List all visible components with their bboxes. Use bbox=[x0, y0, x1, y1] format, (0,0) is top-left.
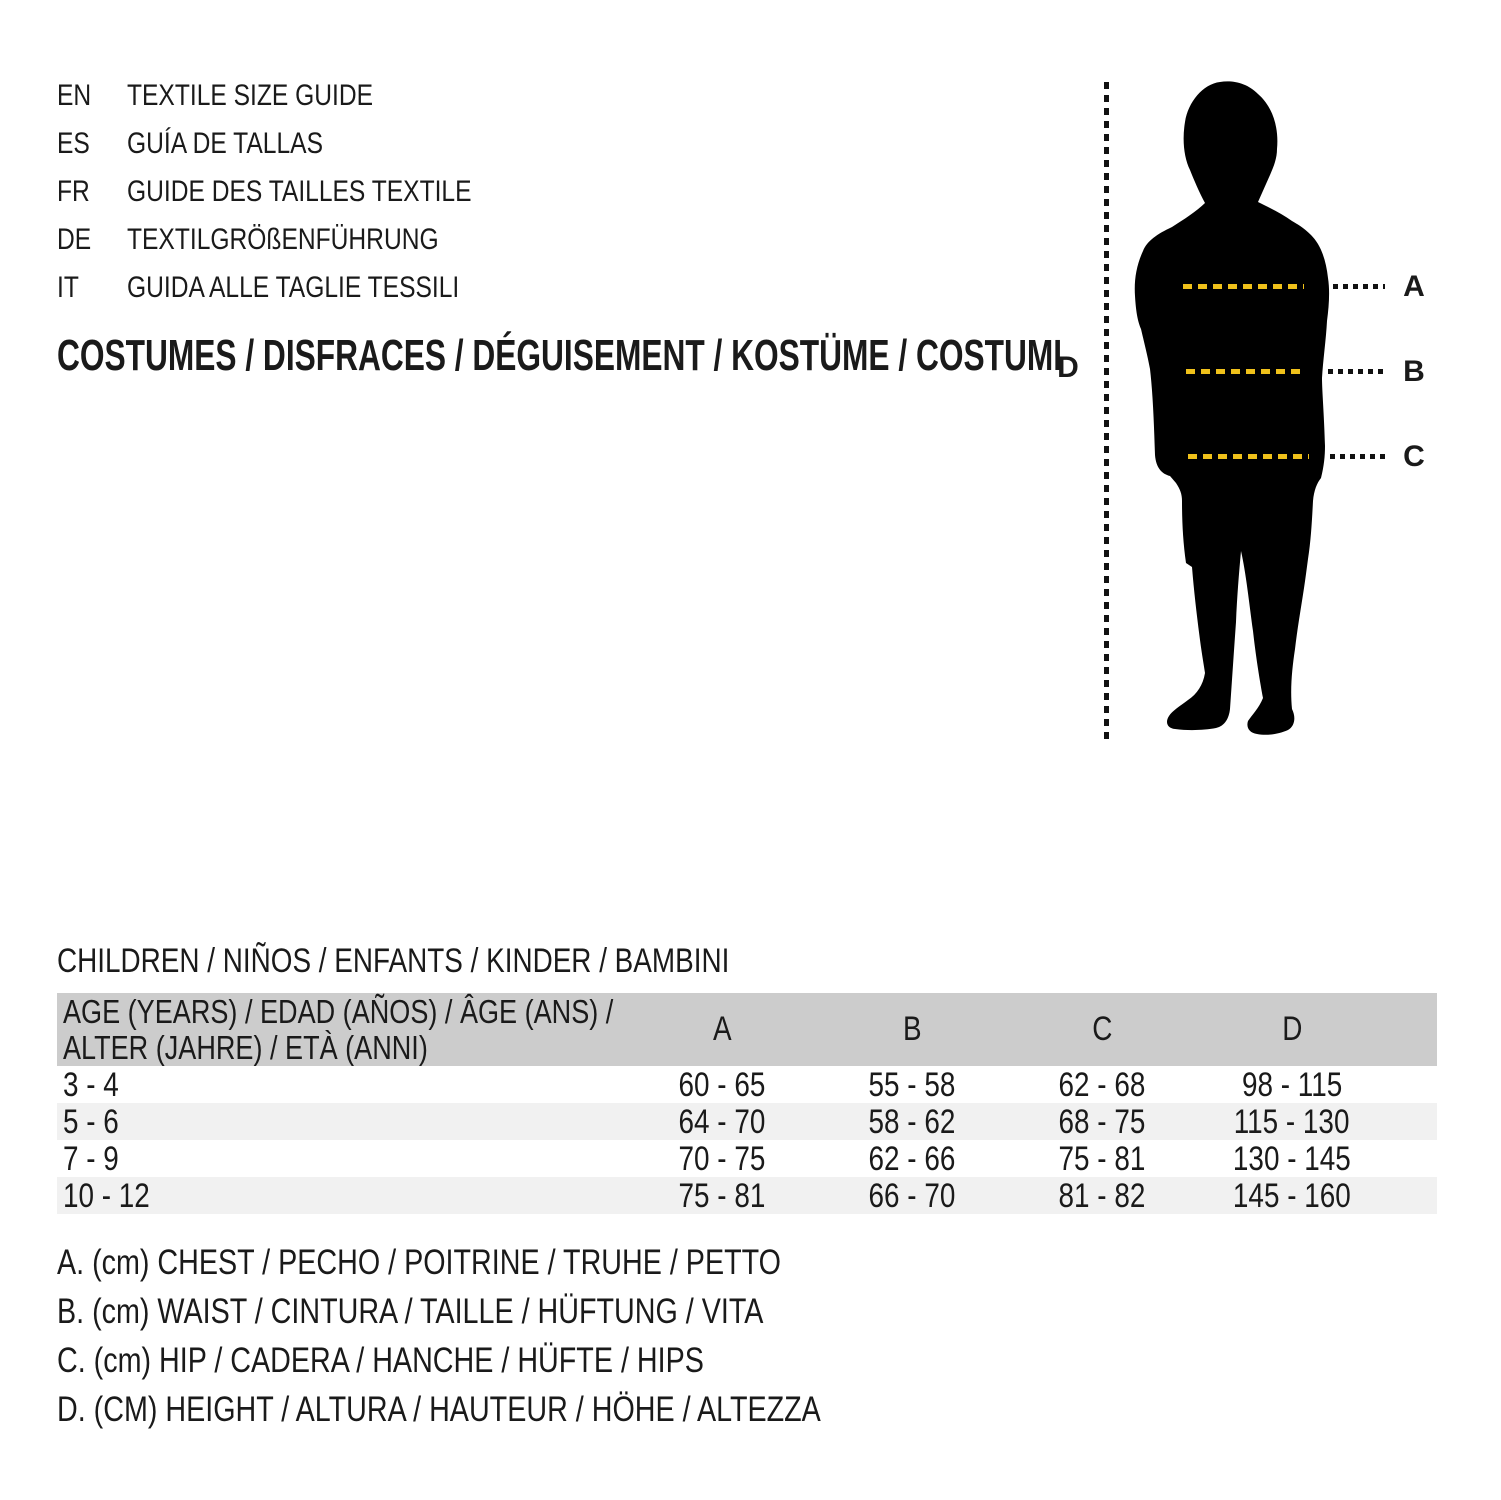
waist-label-b: B bbox=[1403, 355, 1425, 388]
hip-cell: 75 - 81 bbox=[1058, 1140, 1146, 1178]
height-dashed-line bbox=[1104, 82, 1109, 742]
column-header-d: D bbox=[1281, 1010, 1303, 1048]
height-cell: 145 - 160 bbox=[1233, 1177, 1351, 1215]
table-header-row: AGE (YEARS) / EDAD (AÑOS) / ÂGE (ANS) / … bbox=[57, 993, 1437, 1066]
language-list: EN TEXTILE SIZE GUIDE ES GUÍA DE TALLAS FR… bbox=[57, 72, 547, 312]
language-code: FR bbox=[57, 175, 90, 208]
age-cell: 3 - 4 bbox=[63, 1066, 119, 1104]
measurement-legend: A. (cm) CHEST / PECHO / POITRINE / TRUHE… bbox=[57, 1238, 989, 1434]
language-row-de: DE TEXTILGRÖßENFÜHRUNG bbox=[57, 216, 547, 264]
language-row-en: EN TEXTILE SIZE GUIDE bbox=[57, 72, 547, 120]
category-title: COSTUMES / DISFRACES / DÉGUISEMENT / KOS… bbox=[57, 331, 1063, 380]
hip-measure-line bbox=[1188, 454, 1309, 459]
column-header-c: C bbox=[1091, 1010, 1113, 1048]
language-row-fr: FR GUIDE DES TAILLES TEXTILE bbox=[57, 168, 547, 216]
chest-cell: 75 - 81 bbox=[678, 1177, 766, 1215]
hip-connector-line bbox=[1330, 454, 1385, 459]
legend-waist: B. (cm) WAIST / CINTURA / TAILLE / HÜFTU… bbox=[57, 1292, 764, 1331]
language-label: GUIDE DES TAILLES TEXTILE bbox=[127, 175, 472, 208]
legend-hip: C. (cm) HIP / CADERA / HANCHE / HÜFTE / … bbox=[57, 1341, 704, 1380]
height-cell: 115 - 130 bbox=[1234, 1103, 1350, 1141]
waist-connector-line bbox=[1328, 369, 1383, 374]
waist-measure-line bbox=[1186, 369, 1303, 374]
hip-cell: 68 - 75 bbox=[1058, 1103, 1146, 1141]
age-cell: 10 - 12 bbox=[63, 1177, 150, 1215]
language-row-it: IT GUIDA ALLE TAGLIE TESSILI bbox=[57, 264, 547, 312]
chest-measure-line bbox=[1183, 284, 1304, 289]
column-header-a: A bbox=[712, 1010, 732, 1048]
age-cell: 5 - 6 bbox=[63, 1103, 119, 1141]
table-row: 7 - 9 70 - 75 62 - 66 75 - 81 130 - 145 bbox=[57, 1140, 1437, 1178]
hip-cell: 81 - 82 bbox=[1058, 1177, 1146, 1215]
chest-connector-line bbox=[1333, 284, 1385, 289]
language-code: DE bbox=[57, 223, 92, 256]
table-row: 3 - 4 60 - 65 55 - 58 62 - 68 98 - 115 bbox=[57, 1066, 1437, 1104]
table-row: 5 - 6 64 - 70 58 - 62 68 - 75 115 - 130 bbox=[57, 1103, 1437, 1141]
waist-cell: 55 - 58 bbox=[868, 1066, 956, 1104]
waist-cell: 66 - 70 bbox=[868, 1177, 956, 1215]
chest-cell: 64 - 70 bbox=[678, 1103, 766, 1141]
hip-cell: 62 - 68 bbox=[1058, 1066, 1146, 1104]
language-code: ES bbox=[57, 127, 90, 160]
language-label: TEXTILE SIZE GUIDE bbox=[127, 79, 374, 112]
child-silhouette-icon bbox=[1134, 81, 1330, 735]
language-label: GUIDA ALLE TAGLIE TESSILI bbox=[127, 271, 460, 304]
children-size-table: AGE (YEARS) / EDAD (AÑOS) / ÂGE (ANS) / … bbox=[57, 993, 1437, 1215]
age-column-header: AGE (YEARS) / EDAD (AÑOS) / ÂGE (ANS) / … bbox=[63, 992, 614, 1066]
language-code: IT bbox=[57, 271, 79, 304]
language-row-es: ES GUÍA DE TALLAS bbox=[57, 120, 547, 168]
chest-label-a: A bbox=[1403, 270, 1425, 303]
waist-cell: 58 - 62 bbox=[868, 1103, 956, 1141]
table-row: 10 - 12 75 - 81 66 - 70 81 - 82 145 - 16… bbox=[57, 1177, 1437, 1215]
height-label-d: D bbox=[1057, 351, 1079, 384]
hip-label-c: C bbox=[1403, 440, 1425, 473]
table-title: CHILDREN / NIÑOS / ENFANTS / KINDER / BA… bbox=[57, 942, 730, 980]
language-label: GUÍA DE TALLAS bbox=[127, 127, 323, 160]
column-header-b: B bbox=[902, 1010, 922, 1048]
waist-cell: 62 - 66 bbox=[868, 1140, 956, 1178]
legend-chest: A. (cm) CHEST / PECHO / POITRINE / TRUHE… bbox=[57, 1243, 781, 1282]
chest-cell: 70 - 75 bbox=[678, 1140, 766, 1178]
age-cell: 7 - 9 bbox=[63, 1140, 119, 1178]
legend-height: D. (CM) HEIGHT / ALTURA / HAUTEUR / HÖHE… bbox=[57, 1390, 821, 1429]
height-cell: 130 - 145 bbox=[1233, 1140, 1351, 1178]
chest-cell: 60 - 65 bbox=[678, 1066, 766, 1104]
language-label: TEXTILGRÖßENFÜHRUNG bbox=[127, 223, 439, 256]
height-cell: 98 - 115 bbox=[1241, 1066, 1343, 1104]
language-code: EN bbox=[57, 79, 92, 112]
